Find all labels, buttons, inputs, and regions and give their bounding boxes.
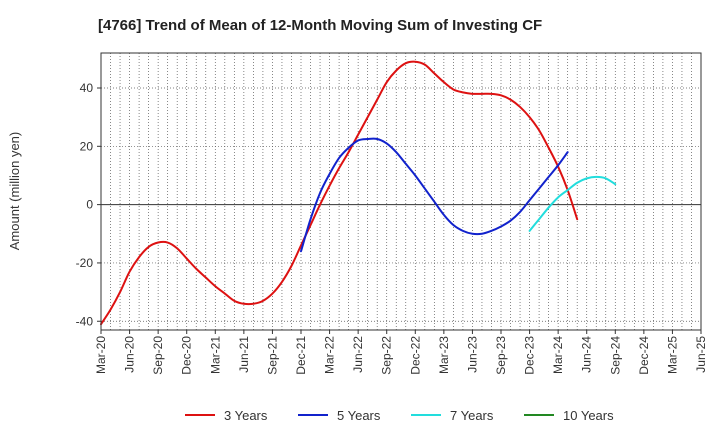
legend-label-7-years: 7 Years — [450, 408, 494, 423]
legend-label-5-years: 5 Years — [337, 408, 381, 423]
y-tick-label: -20 — [76, 256, 94, 270]
x-tick-label: Jun-20 — [123, 336, 137, 373]
x-tick-label: Sep-22 — [380, 336, 394, 375]
x-tick-label: Mar-21 — [208, 336, 222, 374]
series-line-5-years — [300, 137, 569, 253]
x-tick-label: Sep-20 — [151, 336, 165, 375]
y-tick-label: 40 — [80, 81, 94, 95]
x-tick-label: Dec-23 — [523, 336, 537, 375]
x-tick-label: Sep-21 — [265, 336, 279, 375]
x-tick-label: Jun-23 — [465, 336, 479, 373]
x-tick-label: Mar-22 — [323, 336, 337, 374]
x-tick-label: Jun-21 — [237, 336, 251, 373]
x-tick-label: Jun-25 — [694, 336, 708, 373]
legend-label-3-years: 3 Years — [224, 408, 268, 423]
y-axis-label: Amount (million yen) — [7, 132, 22, 251]
legend: 3 Years 5 Years 7 Years 10 Years — [185, 408, 614, 423]
x-axis-ticks: Mar-20 Jun-20 Sep-20 Dec-20 Mar-21 Jun-21 Sep-… — [94, 330, 708, 375]
series-line-7-years — [528, 175, 617, 232]
x-tick-label: Dec-20 — [180, 336, 194, 375]
x-tick-label: Jun-22 — [351, 336, 365, 373]
chart-title: [4766] Trend of Mean of 12-Month Moving … — [98, 17, 542, 34]
plot-area — [101, 53, 701, 330]
y-tick-label: 0 — [86, 198, 93, 212]
legend-label-10-years: 10 Years — [563, 408, 614, 423]
y-tick-label: -40 — [76, 314, 94, 328]
series-line-3-years — [100, 60, 579, 326]
series-lines — [100, 60, 617, 326]
y-tick-label: 20 — [80, 139, 94, 153]
x-tick-label: Dec-24 — [637, 336, 651, 375]
x-tick-label: Sep-24 — [608, 336, 622, 375]
grid-lines — [101, 53, 701, 330]
y-axis-ticks: -40 -20 0 20 40 — [76, 81, 101, 328]
x-tick-label: Dec-22 — [408, 336, 422, 375]
x-tick-label: Sep-23 — [494, 336, 508, 375]
x-tick-label: Mar-20 — [94, 336, 108, 374]
x-tick-label: Mar-23 — [437, 336, 451, 374]
x-tick-label: Mar-24 — [551, 336, 565, 374]
x-tick-label: Jun-24 — [580, 336, 594, 373]
x-tick-label: Mar-25 — [665, 336, 679, 374]
plot-frame — [100, 52, 702, 331]
x-tick-label: Dec-21 — [294, 336, 308, 375]
